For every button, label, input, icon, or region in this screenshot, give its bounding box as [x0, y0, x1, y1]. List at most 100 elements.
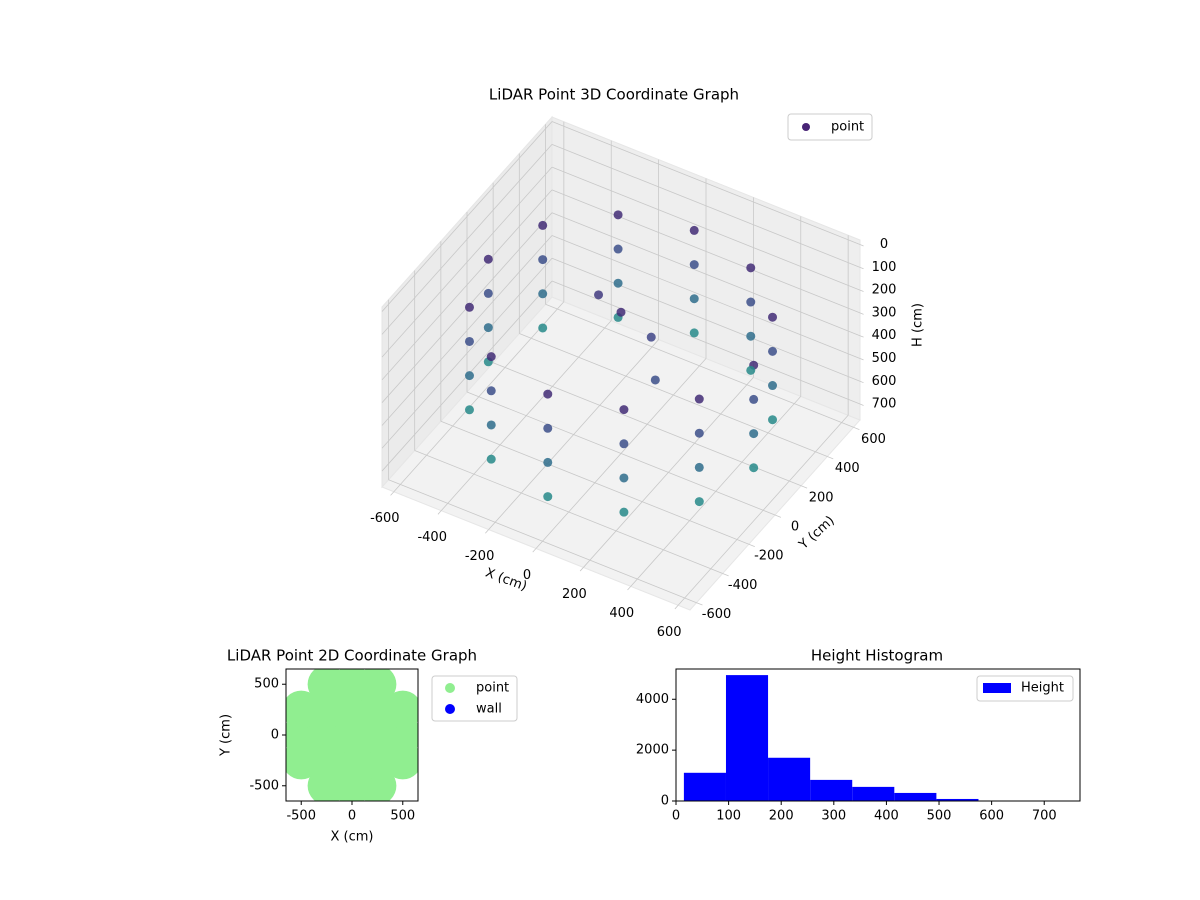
legend-box	[787, 113, 873, 141]
point	[464, 371, 474, 381]
grid-line	[551, 189, 861, 314]
x-tick-label: -400	[417, 530, 447, 545]
plot-area	[286, 669, 418, 801]
point	[694, 394, 704, 404]
bar	[936, 798, 979, 801]
grid-line	[551, 235, 861, 359]
axes-frame	[675, 668, 1081, 802]
point	[619, 507, 629, 517]
x-tick-label: -500	[286, 809, 316, 824]
x-tick-label: 600	[657, 625, 682, 640]
x-tick-label: 700	[1032, 809, 1057, 824]
y-tick-label: -200	[754, 549, 784, 564]
point	[538, 289, 548, 299]
y-axis-label: Y (cm)	[219, 714, 234, 757]
x-tick-label: 400	[874, 809, 899, 824]
point	[694, 462, 704, 472]
z-tick-label: 200	[872, 283, 897, 298]
point	[746, 297, 756, 307]
grid-line	[519, 333, 828, 457]
grid-line	[674, 605, 679, 610]
point	[543, 492, 553, 502]
point	[486, 352, 496, 362]
x-tick-label: 300	[821, 809, 846, 824]
point	[646, 332, 656, 342]
x-tick-label: 500	[390, 809, 415, 824]
point	[689, 294, 699, 304]
legend-marker	[445, 683, 455, 693]
point	[694, 497, 704, 507]
point	[746, 263, 756, 273]
y-tick-label: 200	[809, 490, 834, 505]
point	[613, 210, 623, 220]
point	[768, 415, 778, 425]
point	[689, 260, 699, 270]
bar	[768, 757, 811, 801]
grid-line	[493, 362, 802, 487]
z-tick-label: 500	[872, 351, 897, 366]
grid-line	[440, 420, 749, 545]
grid-line	[381, 189, 553, 381]
legend-marker	[445, 704, 455, 714]
point	[768, 381, 778, 391]
x-tick-label: 100	[716, 809, 741, 824]
point	[358, 669, 397, 704]
point	[483, 323, 493, 333]
grid-line	[827, 456, 834, 460]
y-tick-label: 2000	[636, 743, 669, 758]
point	[464, 336, 474, 346]
point	[383, 690, 418, 729]
x-tick-label: 0	[523, 568, 531, 583]
z-tick-label: 600	[872, 374, 897, 389]
grid-line	[551, 257, 861, 382]
point	[619, 439, 629, 449]
legend-marker	[802, 123, 810, 131]
grid-line	[859, 266, 864, 270]
chart-title: Height Histogram	[811, 647, 943, 665]
grid-line	[551, 280, 861, 405]
y-tick-label: -500	[249, 778, 279, 793]
legend-label: point	[476, 681, 509, 696]
grid-line	[748, 543, 755, 547]
y-tick-label: 4000	[636, 692, 669, 707]
point	[486, 420, 496, 430]
grid-line	[545, 303, 854, 428]
x-tick-label: 200	[562, 587, 587, 602]
x-tick-label: -200	[465, 549, 495, 564]
grid-line	[485, 529, 489, 534]
x-tick-label: 600	[979, 809, 1004, 824]
point	[464, 405, 474, 415]
z-tick-label: 700	[872, 397, 897, 412]
point	[749, 394, 759, 404]
grid-line	[388, 479, 697, 604]
point	[619, 405, 629, 415]
point	[483, 254, 493, 264]
legend-box	[976, 675, 1074, 702]
grid-line	[381, 235, 553, 426]
point	[613, 278, 623, 288]
grid-line	[859, 312, 864, 315]
grid-line	[859, 358, 864, 361]
grid-line	[381, 166, 553, 358]
x-axis-label: X (cm)	[331, 830, 374, 845]
grid-line	[381, 144, 553, 335]
y-tick-label: -400	[728, 578, 758, 593]
y-tick-label: 500	[254, 677, 279, 692]
grid-line	[437, 510, 442, 515]
point	[483, 288, 493, 298]
y-tick-label: 0	[661, 794, 669, 809]
grid-line	[466, 391, 776, 516]
point	[768, 312, 778, 322]
grid-line	[722, 573, 729, 577]
point	[616, 307, 626, 317]
bar	[683, 772, 726, 801]
point	[768, 346, 778, 356]
z-tick-label: 0	[880, 237, 888, 252]
grid-line	[853, 426, 860, 431]
z-axis-label: H (cm)	[911, 303, 926, 347]
bar	[894, 792, 937, 801]
z-tick-label: 300	[872, 305, 897, 320]
x-tick-label: 0	[672, 809, 680, 824]
grid-line	[859, 289, 864, 292]
grid-line	[532, 548, 537, 553]
